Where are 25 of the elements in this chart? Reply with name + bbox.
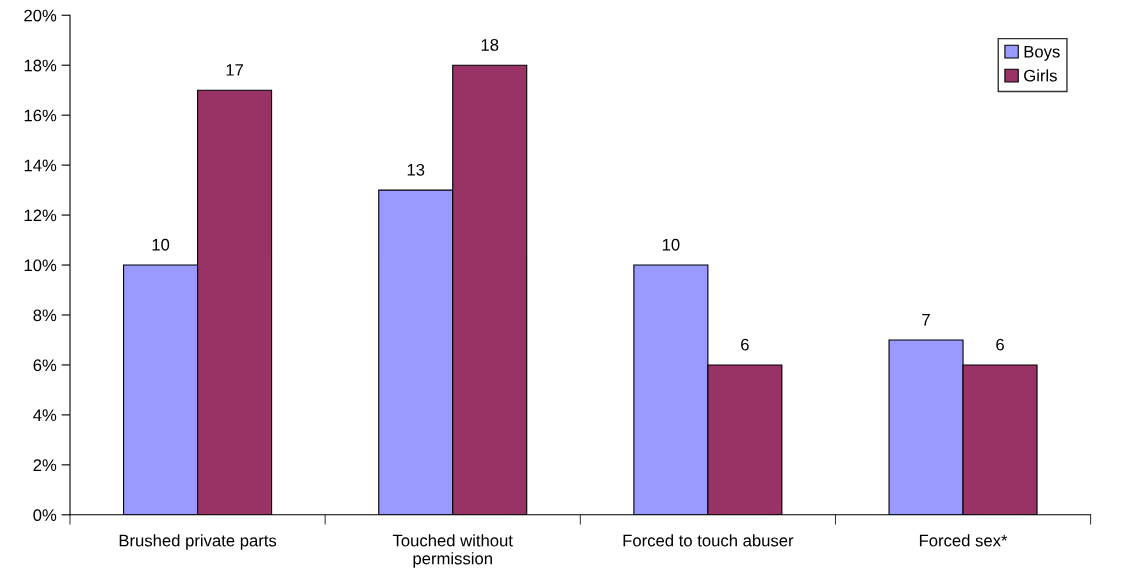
x-tick-label: Brushed private parts [119, 534, 277, 550]
y-tick-label: 10% [24, 259, 57, 272]
x-tick-label: Touched without permission [392, 534, 513, 568]
data-label: 10 [152, 238, 170, 251]
data-label: 17 [226, 64, 244, 76]
x-tick-label: Forced sex* [919, 534, 1008, 547]
legend-label: Girls [1024, 69, 1057, 82]
y-tick-label: 20% [24, 9, 57, 22]
y-tick-label: 12% [24, 209, 57, 222]
data-label: 6 [996, 338, 1004, 351]
y-tick-label: 6% [33, 359, 57, 372]
data-label: 6 [741, 338, 749, 351]
y-tick-label: 4% [33, 409, 57, 422]
y-tick-label: 8% [33, 309, 57, 322]
x-tick-label: Forced to touch abuser [623, 534, 794, 547]
data-label: 7 [922, 313, 930, 326]
data-label: 10 [662, 238, 680, 251]
legend-label: Boys [1024, 45, 1060, 61]
y-tick-label: 16% [24, 109, 57, 122]
y-tick-label: 14% [24, 159, 57, 172]
y-tick-label: 18% [24, 59, 57, 72]
y-tick-label: 0% [33, 509, 57, 521]
data-label: 18 [481, 39, 499, 51]
y-tick-label: 2% [33, 459, 57, 471]
data-label: 13 [407, 163, 425, 176]
